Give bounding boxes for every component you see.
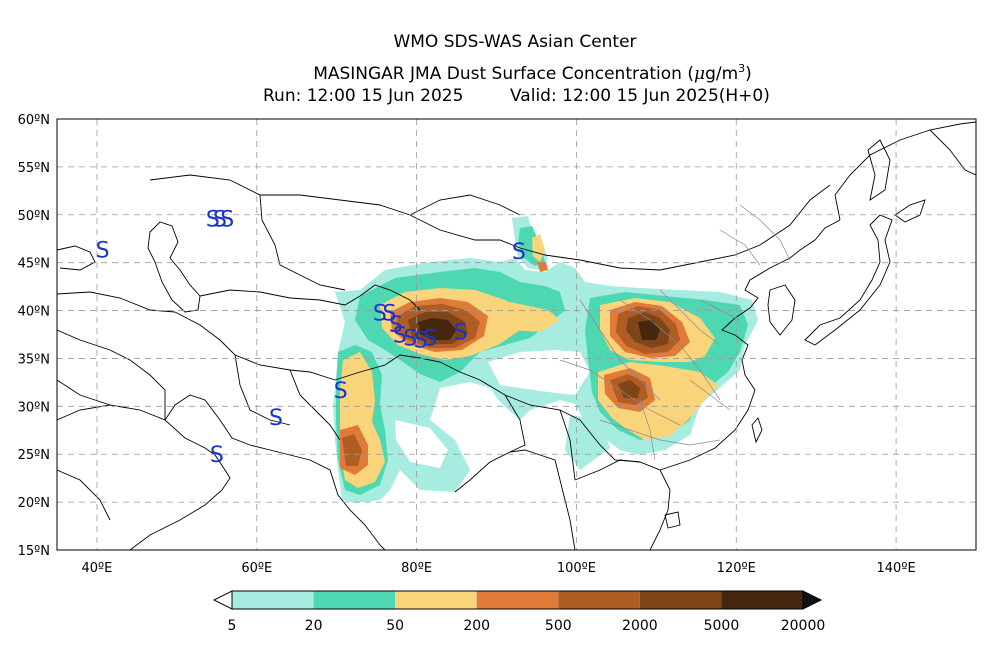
colorbar-upper-arrow (802, 590, 823, 610)
lat-tick-label: 20ºN (18, 496, 50, 511)
dust-storm-marker: S (512, 240, 526, 265)
colorbar-level-label: 20 (305, 618, 323, 634)
dust-storm-marker: S (96, 238, 110, 263)
colorbar-level-label: 20000 (781, 618, 826, 634)
colorbar-level-label: 200 (463, 618, 490, 634)
province-lines (559, 204, 791, 461)
lat-tick-label: 25ºN (18, 448, 50, 463)
dust-storm-marker: S (334, 379, 348, 404)
dust-storm-marker: S (382, 301, 396, 326)
colorbar-swatch (313, 591, 396, 609)
colorbar-level-label: 50 (386, 618, 404, 634)
valid-time: Valid: 12:00 15 Jun 2025(H+0) (510, 86, 770, 106)
lat-tick-label: 30ºN (18, 400, 50, 415)
lon-tick-label: 60ºE (241, 561, 272, 576)
colorbar-swatch (558, 591, 640, 609)
lat-tick-label: 55ºN (18, 161, 50, 176)
colorbar-swatch (395, 591, 477, 609)
colorbar-level-label: 2000 (622, 618, 658, 634)
coastlines-and-borders (57, 121, 976, 550)
dust-storm-marker: S (389, 313, 403, 338)
colorbar-swatch (721, 591, 803, 609)
lat-tick-label: 35ºN (18, 352, 50, 367)
colorbar: 5 20 50 200 500 2000 5000 20000 (212, 590, 826, 634)
map-frame (56, 118, 977, 551)
map-gridlines (57, 119, 976, 550)
lon-tick-label: 120ºE (717, 561, 756, 576)
map-title: WMO SDS-WAS Asian Center (393, 32, 637, 52)
colorbar-swatch (639, 591, 722, 609)
colorbar-level-label: 5 (228, 618, 237, 634)
lat-tick-label: 45ºN (18, 257, 50, 272)
lat-tick-label: 50ºN (18, 209, 50, 224)
dust-storm-marker: S (206, 208, 220, 233)
lat-tick-label: 60ºN (18, 113, 50, 128)
colorbar-frame (231, 590, 804, 610)
lat-tick-label: 15ºN (18, 544, 50, 559)
dust-storm-marker: S (423, 326, 437, 351)
dust-storm-marker: S (210, 443, 224, 468)
dust-storm-marker: S (403, 326, 417, 351)
colorbar-lower-arrow (212, 590, 233, 610)
lon-tick-label: 80ºE (401, 561, 432, 576)
latitude-labels: 15ºN 20ºN 25ºN 30ºN 35ºN 40ºN 45ºN 50ºN 55ºN 60ºN (18, 113, 50, 559)
map-subtitle: MASINGAR JMA Dust Surface Concentration … (313, 62, 752, 84)
run-time: Run: 12:00 15 Jun 2025 (263, 86, 464, 106)
dust-storm-marker: S (213, 208, 227, 233)
dust-storm-marker: S (414, 328, 428, 353)
colorbar-swatch (232, 591, 314, 609)
colorbar-level-label: 5000 (704, 618, 740, 634)
dust-storm-marker: S (269, 406, 283, 431)
dust-storm-marker: S (220, 208, 234, 233)
colorbar-level-label: 500 (545, 618, 572, 634)
lat-tick-label: 40ºN (18, 305, 50, 320)
dust-storm-marker: S (393, 324, 407, 349)
lon-tick-label: 140ºE (877, 561, 916, 576)
longitude-labels: 40ºE 60ºE 80ºE 100ºE 120ºE 140ºE (82, 561, 916, 576)
colorbar-swatch (476, 591, 559, 609)
map-title-block: WMO SDS-WAS Asian Center MASINGAR JMA Du… (0, 0, 1000, 112)
dust-storm-marker: S (373, 301, 387, 326)
lon-tick-label: 40ºE (82, 561, 113, 576)
lon-tick-label: 100ºE (557, 561, 596, 576)
dust-storm-marker: S (454, 321, 468, 346)
